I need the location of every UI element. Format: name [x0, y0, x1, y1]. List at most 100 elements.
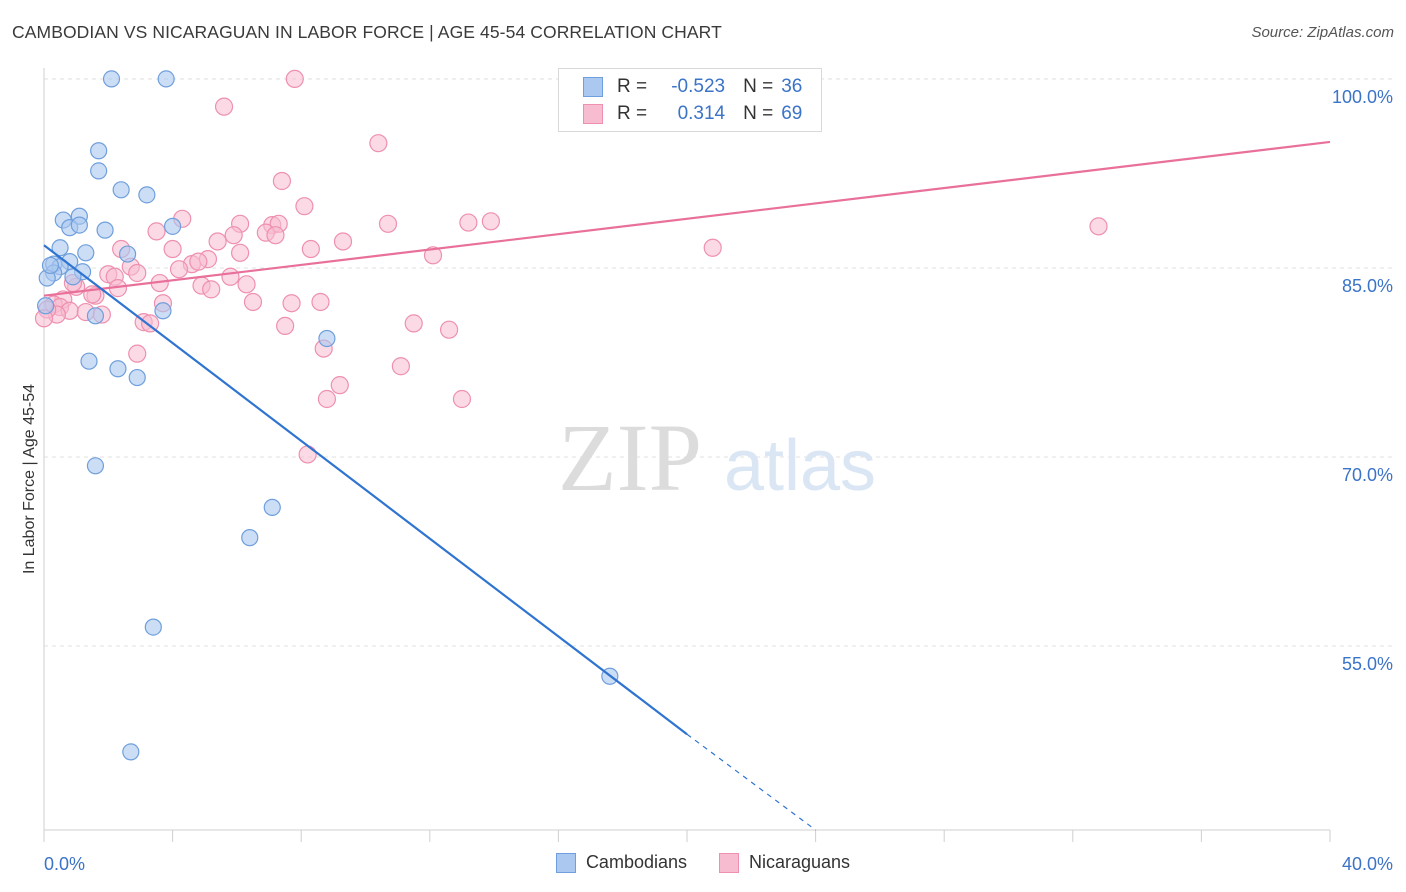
nicaraguans-point — [272, 171, 292, 191]
nicaraguans-point — [298, 445, 317, 464]
legend-r-label: R = — [617, 76, 648, 97]
nicaraguans-point — [224, 226, 243, 245]
gridlines — [44, 78, 1392, 647]
cambodians-point — [318, 329, 336, 348]
axes — [43, 68, 1331, 842]
y-axis-label: In Labor Force | Age 45-54 — [21, 383, 38, 575]
nicaraguans-point — [481, 212, 500, 231]
nicaraguans-point — [208, 232, 227, 251]
cambodians-point — [138, 186, 156, 204]
nicaraguans-point — [169, 260, 189, 279]
nicaraguans-point — [703, 238, 722, 257]
cambodians-point — [37, 297, 55, 315]
nicaraguans-point — [452, 389, 472, 409]
cambodians-legend-swatch — [555, 852, 576, 873]
cambodians-point — [51, 239, 69, 257]
source-label: Source: ZipAtlas.com — [1251, 24, 1394, 41]
legend-r-label: R = — [617, 103, 648, 124]
nicaraguans-point — [243, 292, 263, 312]
nicaraguans-point — [147, 222, 166, 241]
stats-legend: R = -0.523 N = 36 R = 0.314 N = 69 — [558, 68, 822, 132]
cambodians-point — [80, 352, 98, 370]
cambodians-trend-line — [43, 244, 688, 736]
chart-title: CAMBODIAN VS NICARAGUAN IN LABOR FORCE |… — [12, 22, 722, 42]
cambodians-trend-extension — [686, 733, 816, 831]
nicaraguans-point — [404, 314, 423, 333]
cambodians-point — [118, 245, 137, 263]
nicaraguans-point — [221, 267, 240, 286]
cambodians-point — [86, 457, 105, 475]
nicaraguans-point — [333, 232, 353, 251]
cambodians-swatch — [583, 77, 603, 97]
cambodians-points — [37, 70, 619, 761]
nicaraguans-point — [128, 263, 147, 283]
cambodians-point — [241, 529, 259, 547]
nicaraguans-point — [189, 252, 208, 271]
trend-lines — [43, 140, 1331, 831]
cambodians-point — [144, 618, 162, 636]
legend-row-cambodians: R = -0.523 N = 36 — [583, 75, 802, 99]
legend-n-value: 36 — [781, 76, 803, 97]
cambodians-point — [157, 70, 175, 88]
cambodians-point — [96, 221, 114, 239]
legend-n-label: N = — [743, 103, 774, 124]
cambodians-point — [90, 162, 108, 180]
cambodians-point — [164, 217, 182, 235]
legend-item-nicaraguans[interactable]: Nicaraguans — [719, 852, 850, 873]
nicaraguans-point — [214, 97, 234, 116]
cambodians-point — [41, 256, 60, 275]
nicaraguans-point — [295, 197, 314, 216]
y-tick-label: 85.0% — [1342, 276, 1393, 296]
nicaraguans-point — [202, 280, 221, 299]
legend-label-cambodians: Cambodians — [585, 852, 687, 872]
x-tick-label: 0.0% — [44, 854, 85, 874]
nicaraguans-trend-line — [43, 140, 1331, 297]
x-tick-label: 40.0% — [1342, 854, 1393, 874]
cambodians-point — [77, 244, 95, 262]
nicaraguans-point — [317, 389, 337, 409]
cambodians-point — [128, 368, 146, 387]
legend-row-nicaraguans: R = 0.314 N = 69 — [583, 102, 802, 126]
nicaraguans-point — [1089, 217, 1108, 236]
y-tick-label: 70.0% — [1342, 465, 1393, 485]
cambodians-point — [112, 181, 130, 199]
nicaraguans-point — [266, 226, 285, 245]
nicaraguans-swatch — [583, 104, 603, 124]
watermark-atlas: atlas — [724, 426, 876, 506]
watermark-zip: ZIP — [558, 404, 702, 511]
x-tick-labels: 0.0% 40.0% — [44, 854, 1393, 874]
nicaraguans-point — [369, 134, 388, 153]
cambodians-point — [64, 268, 82, 286]
nicaraguans-point — [439, 320, 459, 339]
nicaraguans-point — [459, 213, 478, 232]
nicaraguans-point — [330, 376, 349, 395]
nicaraguans-point — [285, 69, 304, 89]
nicaraguans-point — [237, 275, 256, 294]
legend-label-nicaraguans: Nicaraguans — [749, 852, 851, 872]
cambodians-point — [86, 307, 105, 325]
y-tick-label: 100.0% — [1332, 87, 1393, 107]
nicaraguans-point — [140, 314, 160, 333]
cambodians-point — [70, 216, 88, 234]
watermark: ZIP atlas — [558, 404, 876, 511]
nicaraguans-point — [282, 294, 301, 313]
legend-n-label: N = — [743, 76, 774, 97]
y-tick-labels: 55.0% 70.0% 85.0% 100.0% — [1332, 87, 1393, 674]
y-tick-label: 55.0% — [1342, 654, 1393, 674]
cambodians-point — [154, 302, 172, 320]
nicaraguans-point — [378, 214, 398, 233]
nicaraguans-point — [163, 239, 182, 259]
nicaraguans-point — [423, 246, 443, 265]
legend-item-cambodians[interactable]: Cambodians — [555, 852, 687, 873]
nicaraguans-legend-swatch — [719, 852, 739, 873]
series-legend: Cambodians Nicaraguans — [0, 852, 1406, 873]
nicaraguans-point — [391, 357, 410, 376]
cambodians-point — [122, 743, 140, 761]
nicaraguans-point — [301, 239, 320, 259]
nicaraguans-point — [231, 243, 250, 262]
cambodians-point — [90, 142, 108, 160]
legend-r-value: 0.314 — [677, 103, 726, 124]
cambodians-point — [263, 498, 281, 516]
cambodians-point — [109, 360, 127, 378]
